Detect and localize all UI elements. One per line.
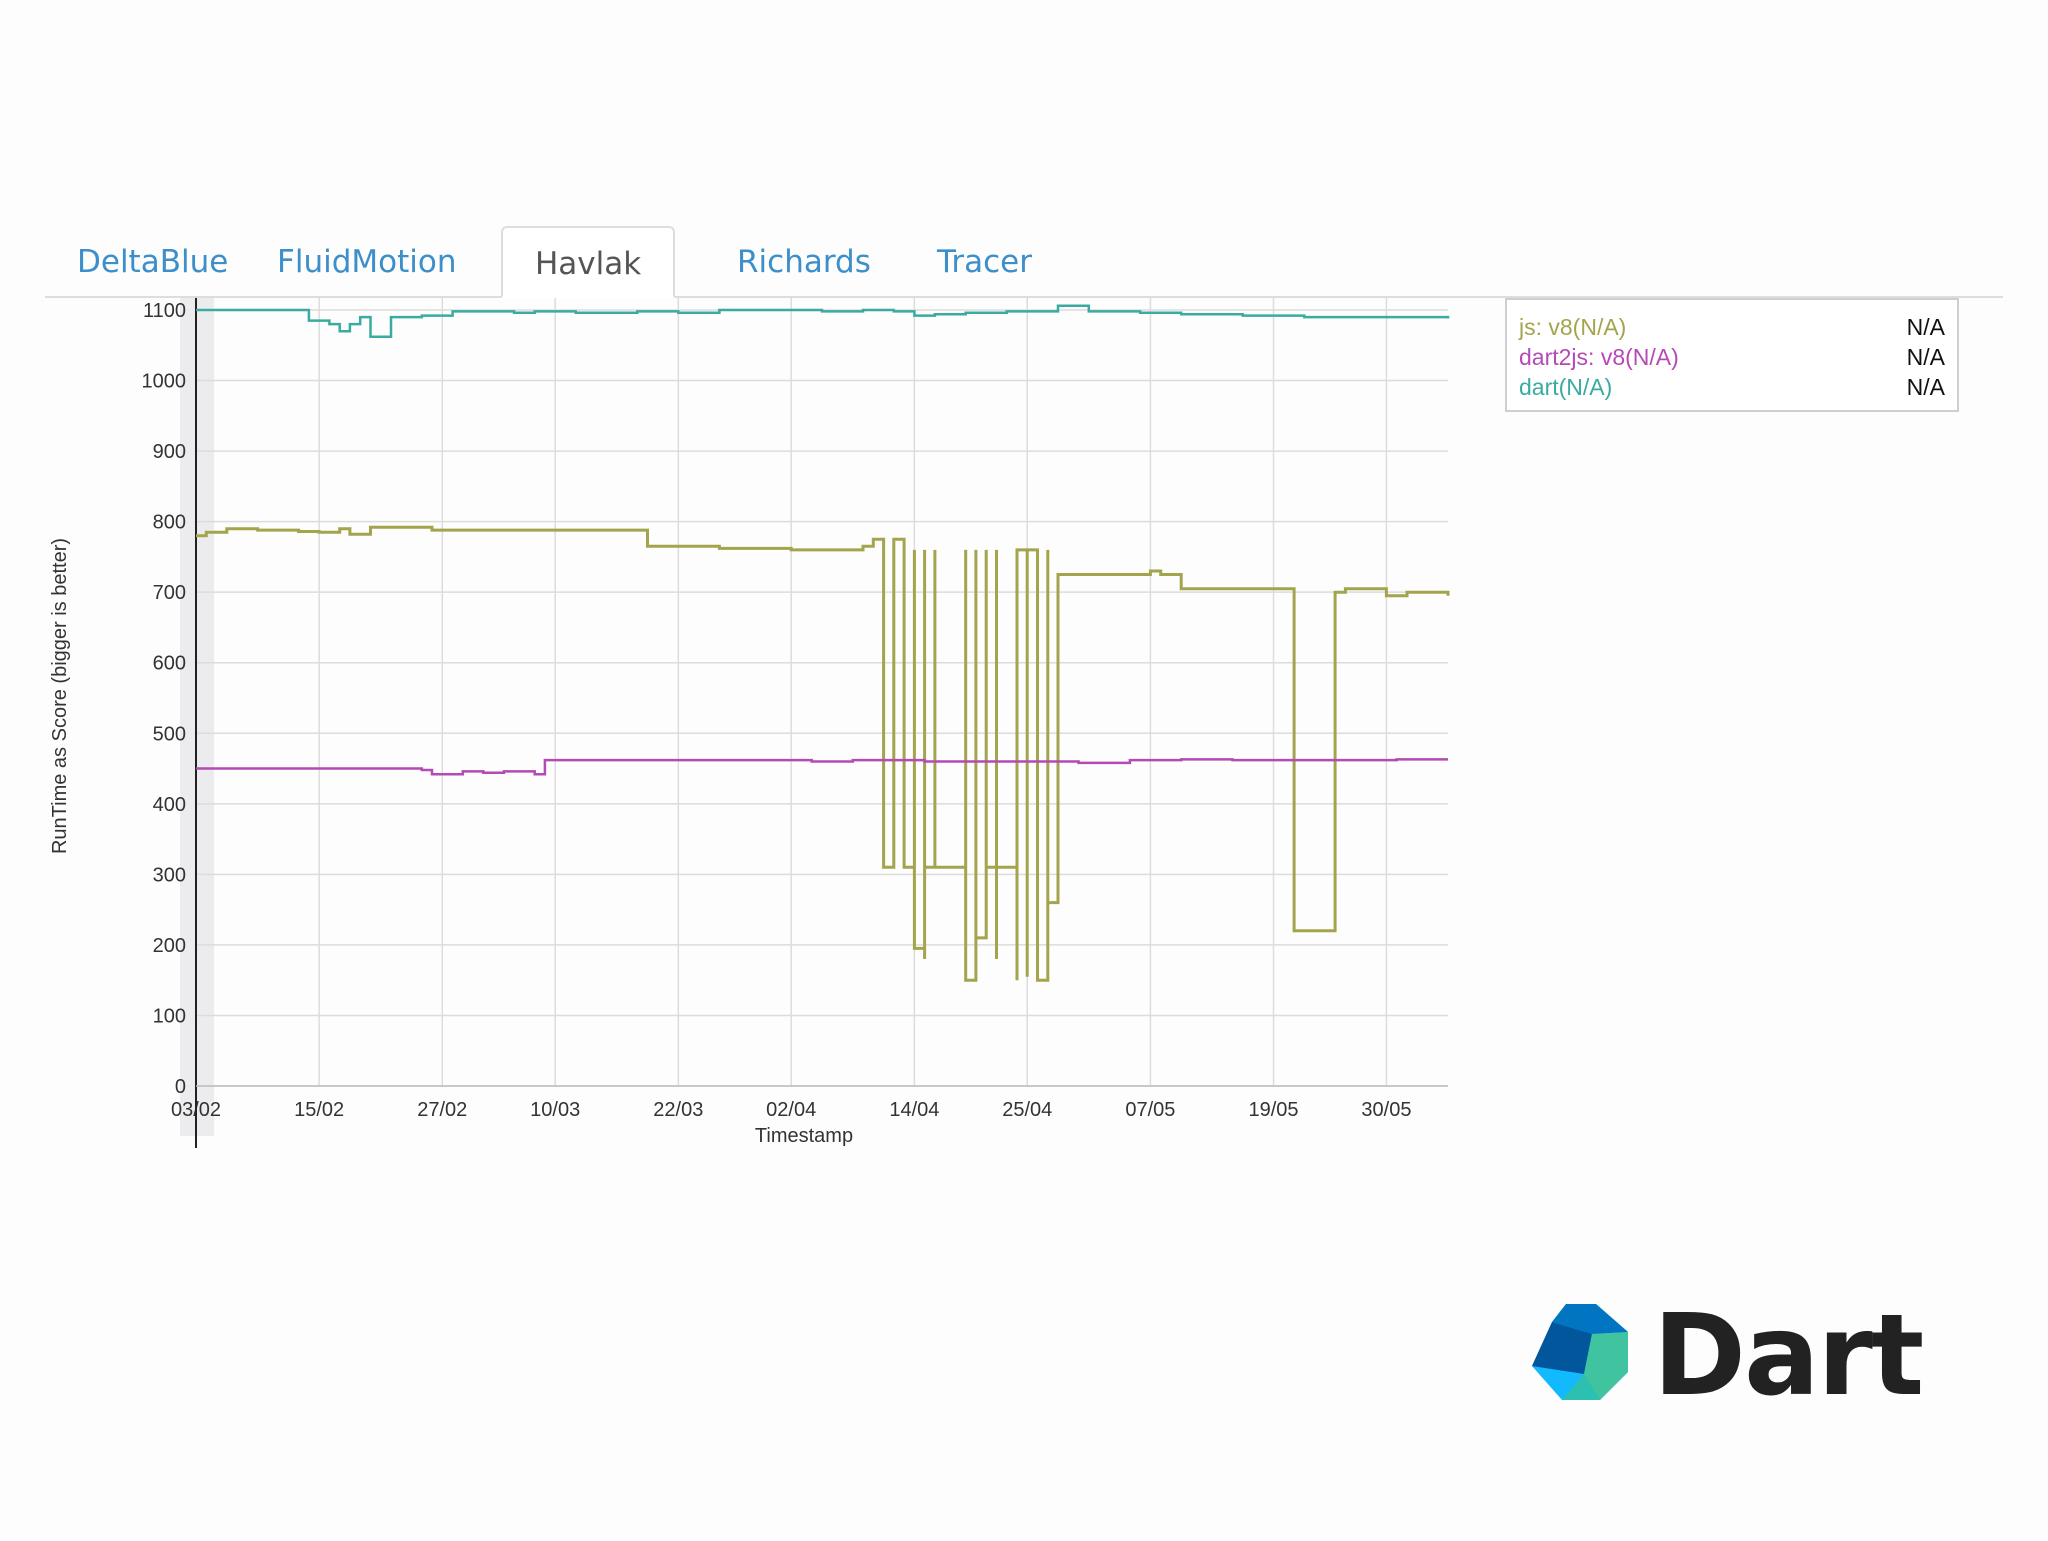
legend-item-dart2js: dart2js: v8(N/A) N/A [1519,342,1945,372]
legend-item-dart: dart(N/A) N/A [1519,372,1945,402]
legend-label-dart: dart(N/A) [1519,374,1613,400]
series-line-dart-n-a [196,304,1450,339]
x-axis-title: Timestamp [755,1125,853,1147]
y-tick-label: 600 [153,653,186,675]
y-tick-label: 500 [153,723,186,745]
x-tick-label: 10/03 [530,1099,580,1121]
x-tick-label: 07/05 [1125,1099,1175,1121]
y-tick-label: 1000 [142,371,187,393]
tab-deltablue[interactable]: DeltaBlue [77,244,229,280]
chart-legend: js: v8(N/A) N/A dart2js: v8(N/A) N/A dar… [1505,298,1959,412]
dart-logo: Dart [1528,1292,1924,1420]
y-tick-label: 800 [153,512,186,534]
x-tick-label: 22/03 [653,1099,703,1121]
y-tick-label: 700 [153,582,186,604]
y-tick-label: 1100 [143,300,186,322]
legend-value-dart: N/A [1906,374,1945,400]
x-tick-label: 30/05 [1361,1099,1411,1121]
legend-label-js: js: v8(N/A) [1519,314,1627,340]
x-tick-label: 15/02 [294,1099,344,1121]
series-line-js-v8-n-a [196,525,1450,982]
legend-value-js: N/A [1906,314,1945,340]
tab-fluidmotion[interactable]: FluidMotion [277,244,457,280]
y-tick-label: 300 [153,864,186,886]
y-tick-label: 900 [153,441,186,463]
x-tick-label: 14/04 [889,1099,939,1121]
legend-item-js: js: v8(N/A) N/A [1519,312,1945,342]
dart-logo-icon [1532,1304,1628,1400]
legend-value-dart2js: N/A [1906,344,1945,370]
x-tick-label: 19/05 [1249,1099,1299,1121]
x-tick-label: 02/04 [766,1099,816,1121]
y-tick-label: 0 [175,1076,186,1098]
y-tick-label: 100 [153,1005,186,1027]
dart-logo-text: Dart [1653,1291,1924,1421]
y-axis-title: RunTime as Score (bigger is better) [49,538,71,854]
tab-havlak[interactable]: Havlak [501,226,676,298]
benchmark-tabs: DeltaBlue FluidMotion Havlak Richards Tr… [45,226,2003,298]
series-line-dart2js-v8-n-a [196,758,1448,776]
y-tick-label: 200 [153,935,186,957]
y-tick-label: 400 [153,794,186,816]
tab-tracer[interactable]: Tracer [937,244,1032,280]
x-tick-label: 27/02 [417,1099,467,1121]
legend-label-dart2js: dart2js: v8(N/A) [1519,344,1679,370]
tab-richards[interactable]: Richards [737,244,871,280]
x-tick-label: 25/04 [1002,1099,1052,1121]
